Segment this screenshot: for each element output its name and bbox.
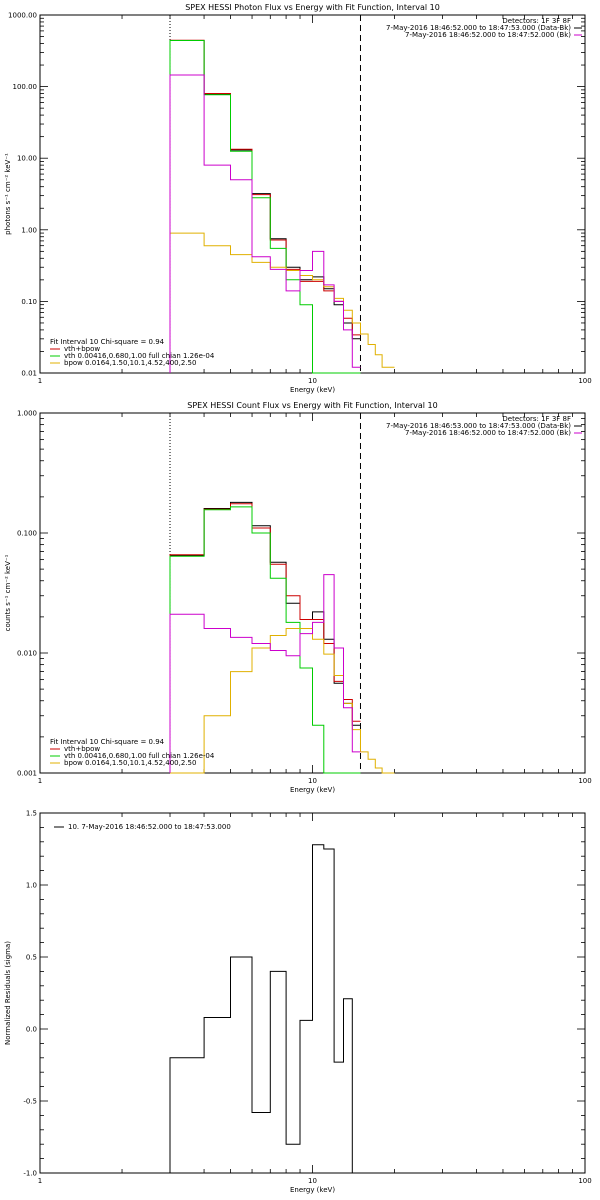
y-tick-label: -1.0 — [23, 1170, 37, 1178]
chart-title: SPEX HESSI Count Flux vs Energy with Fit… — [187, 401, 438, 410]
chart-panel-3: 1 10 100 Energy (keV) -1.0 -0.5 0.0 0.5 1.0 1.5 No… — [4, 810, 592, 1195]
header-text: 7-May-2016 18:46:52.000 to 18:47:52.000 … — [405, 31, 571, 39]
series-total-line — [169, 39, 361, 373]
y-tick-label: 100.00 — [13, 83, 38, 91]
series-vth-line — [169, 40, 361, 374]
y-tick-label: 0.010 — [17, 650, 37, 658]
y-tick-label: 1.5 — [26, 810, 37, 818]
x-tick-label: 10 — [308, 377, 317, 385]
y-tick-label: 0.0 — [26, 1026, 37, 1034]
y-axis-label: Normalized Residuals (sigma) — [4, 941, 12, 1045]
y-tick-label: 10.00 — [17, 155, 37, 163]
chart-title: SPEX HESSI Photon Flux vs Energy with Fi… — [185, 3, 440, 12]
x-axis-label: Energy (keV) — [290, 786, 335, 794]
header-text: 7-May-2016 18:46:53.000 to 18:47:53.000 … — [386, 422, 571, 430]
x-tick-label: 100 — [578, 777, 591, 785]
legend-item: vth+bpow — [64, 345, 100, 353]
header-text: Detectors: 1F 3F 8F — [502, 415, 571, 423]
series-total-line — [169, 503, 361, 773]
x-tick-label: 100 — [578, 377, 591, 385]
y-axis-label: photons s⁻¹ cm⁻² keV⁻¹ — [4, 153, 12, 235]
y-tick-label: 0.10 — [21, 298, 37, 306]
chart-panel-2: 1 10 100 Energy (keV) 0.001 0.010 0.100 1.000 co… — [4, 401, 592, 794]
legend-item: bpow 0.0164,1.50,10.1,4.52,400,2.50 — [64, 359, 196, 367]
y-tick-label: 1.00 — [21, 226, 37, 234]
x-tick-label: 10 — [308, 777, 317, 785]
header-text: Detectors: 1F 3F 8F — [502, 17, 571, 25]
legend-title: Fit Interval 10 Chi-square = 0.94 — [50, 338, 165, 346]
x-axis-label: Energy (keV) — [290, 386, 335, 394]
header-text: 7-May-2016 18:46:52.000 to 18:47:52.000 … — [405, 429, 571, 437]
y-tick-label: 0.100 — [17, 530, 37, 538]
y-tick-label: 1000.00 — [8, 12, 37, 20]
x-tick-label: 1 — [38, 377, 42, 385]
legend-item: vth+bpow — [64, 745, 100, 753]
chart-panel-1: 1 10 100 Energy (keV) 0.01 0.10 1.00 10.00 100.0… — [4, 3, 592, 394]
y-axis-label: counts s⁻¹ cm⁻² keV⁻¹ — [4, 554, 12, 631]
legend-item: vth 0.00416,0.680,1.00 full chian 1.26e-… — [64, 352, 215, 360]
series-bk-line — [169, 74, 361, 373]
x-axis-label: Energy (keV) — [290, 1186, 335, 1194]
series-bk-line — [169, 574, 361, 773]
series-bpow-line — [170, 628, 395, 774]
legend-item: bpow 0.0164,1.50,10.1,4.52,400,2.50 — [64, 759, 196, 767]
series-data-line — [169, 501, 361, 773]
y-tick-label: 0.01 — [21, 370, 37, 378]
header-text: 7-May-2016 18:46:52.000 to 18:47:53.000 … — [386, 24, 571, 32]
y-tick-label: 1.000 — [17, 410, 37, 418]
legend-item: 10. 7-May-2016 18:46:52.000 to 18:47:53.… — [68, 823, 231, 831]
x-tick-label: 1 — [38, 777, 42, 785]
y-tick-label: 0.001 — [17, 770, 37, 778]
y-tick-label: 0.5 — [26, 954, 37, 962]
series-vth-line — [169, 506, 361, 774]
series-residuals-line — [169, 844, 353, 1173]
x-tick-label: 1 — [38, 1177, 42, 1185]
y-tick-label: 1.0 — [26, 882, 37, 890]
x-tick-label: 100 — [578, 1177, 591, 1185]
legend-title: Fit Interval 10 Chi-square = 0.94 — [50, 738, 165, 746]
y-tick-label: -0.5 — [23, 1098, 37, 1106]
series-data-line — [169, 40, 361, 373]
legend-item: vth 0.00416,0.680,1.00 full chian 1.26e-… — [64, 752, 215, 760]
x-tick-label: 10 — [308, 1177, 317, 1185]
